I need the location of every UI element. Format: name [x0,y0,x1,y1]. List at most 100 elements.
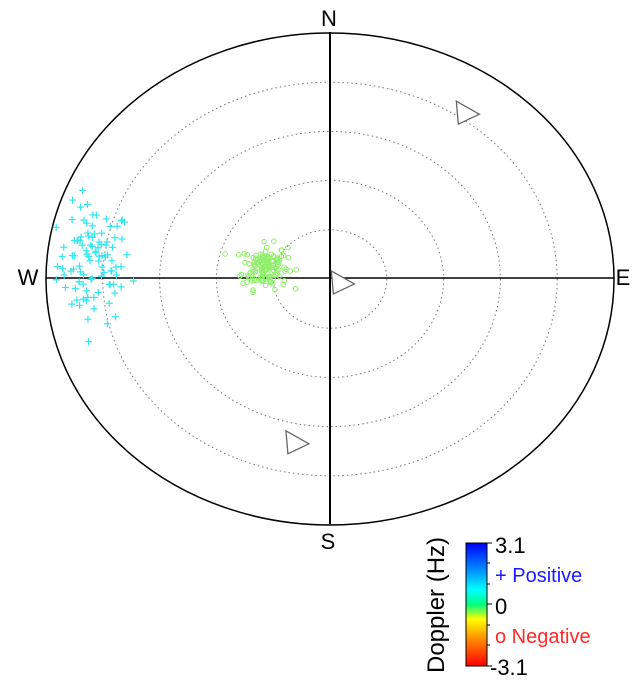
negative-point [280,252,287,259]
negative-point [247,269,254,276]
compass-south: S [321,529,336,554]
negative-point [250,287,256,293]
negative-point [250,289,256,296]
positive-point [52,276,60,284]
negative-point [263,244,270,251]
positive-point [94,244,102,252]
positive-point [82,297,90,305]
colorbar-negative-label: o Negative [495,626,591,648]
negative-point [251,262,257,268]
positive-point [103,251,111,259]
station-marker [285,429,311,455]
stations [285,100,481,455]
station-marker [330,269,356,295]
positive-point [108,243,116,251]
negative-point [241,250,248,257]
negative-point [253,277,260,284]
positive-point [73,296,81,304]
positive-point [112,263,120,271]
positive-point [103,238,111,246]
positive-point [61,283,69,291]
negative-point [262,282,269,289]
negative-point [274,256,280,262]
positive-point [82,247,90,255]
positive-point [69,265,77,273]
positive-point [108,267,116,275]
negative-point [259,261,266,268]
positive-point [117,217,125,225]
positive-point [117,283,125,291]
positive-point [54,262,62,270]
positive-point [60,243,68,251]
compass-north: N [321,6,337,31]
positive-point [108,257,116,265]
negative-point [270,280,276,287]
positive-point [71,284,79,292]
negative-point [250,268,257,275]
positive-point [58,253,66,261]
scatter-points [52,186,300,346]
negative-point [282,268,288,275]
positive-point [85,338,93,346]
negative-point [287,268,294,274]
negative-point [259,254,266,260]
positive-point [83,200,91,208]
positive-point [111,234,119,242]
positive-point [106,223,114,231]
positive-point [88,222,96,230]
positive-point [84,294,92,302]
positive-point [111,289,119,297]
positive-point [123,251,131,259]
positive-point [118,216,126,224]
positive-point [102,215,110,223]
positive-point [90,293,98,301]
positive-point [79,280,87,288]
positive-point [77,233,85,241]
compass-east: E [616,265,631,290]
positive-point [102,241,110,249]
positive-point [84,315,92,323]
positive-point [76,203,84,211]
positive-point [89,211,97,219]
colorbar-positive-label: + Positive [495,565,582,587]
negative-point [244,272,251,279]
negative-point [259,273,266,280]
colorbar-min-label: -3.1 [490,655,528,680]
positive-point [69,196,77,204]
positive-point [59,265,67,273]
negative-point [238,271,245,278]
positive-point [118,235,126,243]
positive-point [95,238,103,246]
positive-point [129,277,137,285]
positive-point [103,320,111,328]
positive-point [68,300,76,308]
negative-point [261,238,267,245]
range-ring [272,229,388,329]
colorbar-title: Doppler (Hz) [423,537,450,673]
station-marker [455,100,481,126]
compass-west: W [18,265,39,290]
positive-point [98,263,106,271]
positive-point [68,215,76,223]
negative-point [237,273,243,279]
colorbar-max-label: 3.1 [495,533,526,558]
negative-point [266,262,273,269]
positive-point [87,241,95,249]
negative-point [272,286,278,293]
positive-point [90,305,98,313]
negative-point [265,271,271,278]
positive-point [68,252,76,260]
positive-point [84,229,92,237]
positive-point [100,269,108,277]
colorbar [465,542,488,667]
negative-point [262,248,269,255]
positive-point [78,241,86,249]
positive-point [85,232,93,240]
positive-point [79,271,87,279]
positive-point [111,313,119,321]
positive-point [80,216,88,224]
positive-point [76,301,84,309]
positive-point [86,257,94,265]
negative-point [269,258,275,264]
negative-point [271,238,277,244]
